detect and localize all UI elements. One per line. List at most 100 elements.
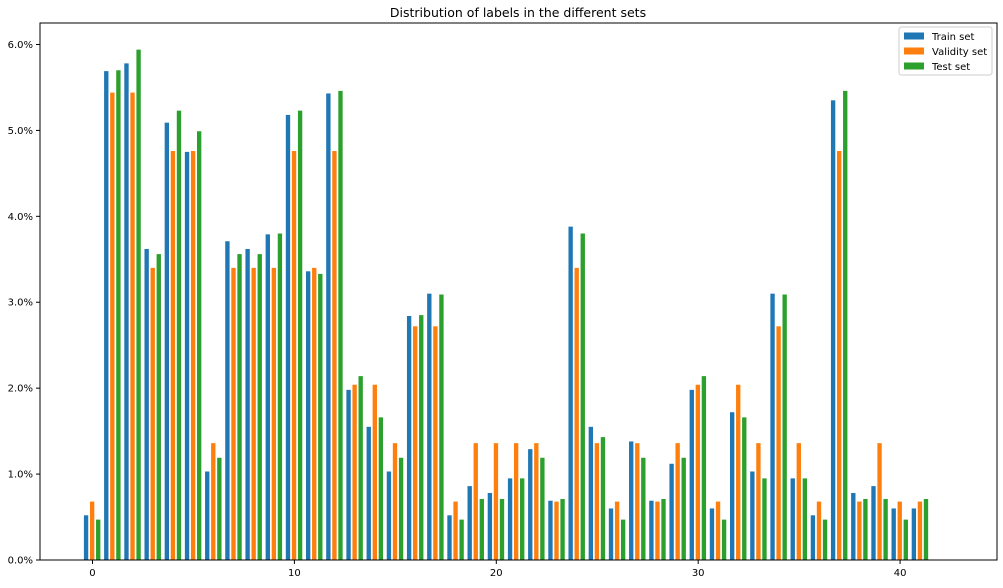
bar — [796, 443, 801, 560]
bar — [897, 501, 902, 560]
bar — [372, 384, 377, 560]
bar — [392, 443, 398, 560]
bar — [560, 499, 565, 560]
bar — [83, 515, 89, 560]
bar — [661, 499, 666, 560]
y-tick-label: 1.0% — [8, 470, 33, 481]
y-tick-label: 6.0% — [8, 40, 33, 51]
bar — [548, 500, 553, 560]
bar — [406, 315, 412, 560]
y-tick-label: 5.0% — [8, 126, 33, 137]
bar — [608, 508, 614, 560]
bar — [338, 90, 343, 560]
bar — [110, 92, 115, 560]
bar — [318, 273, 323, 560]
bar — [641, 457, 646, 560]
bar — [701, 376, 707, 560]
bar — [588, 426, 594, 560]
bar — [883, 499, 888, 560]
bar — [326, 93, 331, 560]
bar — [358, 376, 363, 560]
bar — [237, 254, 242, 560]
bar — [871, 486, 876, 560]
bar — [715, 501, 721, 560]
bar — [211, 443, 216, 560]
bar — [790, 478, 795, 560]
bar — [750, 471, 755, 560]
bar — [196, 131, 202, 560]
bar — [190, 151, 196, 560]
bar — [277, 233, 283, 560]
bar — [433, 326, 438, 560]
bar — [877, 443, 882, 560]
bar — [352, 384, 357, 560]
bar — [285, 114, 291, 561]
bar — [681, 457, 686, 560]
bar — [762, 478, 767, 560]
bar — [170, 151, 176, 560]
bar — [756, 443, 761, 560]
bar — [398, 457, 404, 560]
series-1 — [83, 63, 917, 561]
bar — [366, 426, 371, 560]
bar — [487, 492, 493, 560]
bar — [911, 508, 917, 560]
bar — [150, 267, 155, 560]
bar — [136, 49, 141, 560]
x-tick-label: 40 — [894, 568, 907, 579]
bar — [822, 519, 828, 560]
bar — [130, 92, 135, 560]
chart-title: Distribution of labels in the different … — [390, 5, 646, 20]
bar — [649, 500, 654, 560]
legend-label: Test set — [931, 62, 970, 73]
bar — [156, 254, 161, 560]
bar — [217, 457, 222, 560]
bars-layer — [83, 49, 929, 561]
bar — [770, 293, 775, 560]
bar — [620, 519, 626, 560]
bar — [520, 478, 525, 560]
bar — [164, 122, 170, 561]
bar — [378, 417, 384, 560]
bar — [176, 110, 182, 560]
bar — [635, 443, 640, 560]
bar — [689, 389, 694, 560]
bar — [513, 443, 519, 560]
bar — [291, 151, 297, 560]
bar — [695, 384, 701, 560]
series-2 — [89, 92, 923, 560]
bar — [742, 417, 747, 560]
legend-label: Train set — [931, 32, 975, 43]
bar — [184, 151, 190, 560]
legend-swatch — [904, 32, 924, 40]
legend-swatch — [904, 62, 924, 70]
bar — [306, 271, 311, 560]
bar — [312, 267, 317, 560]
bar — [257, 254, 262, 560]
x-axis: 0 10 20 30 40 — [89, 560, 906, 579]
x-tick-label: 30 — [692, 568, 705, 579]
bar — [439, 294, 444, 560]
bar — [776, 326, 781, 560]
bar — [721, 519, 727, 560]
bar — [917, 501, 923, 560]
series-3 — [96, 49, 929, 560]
bar — [891, 508, 896, 560]
bar — [386, 471, 392, 560]
plot-frame — [39, 22, 998, 561]
x-tick-label: 0 — [89, 568, 95, 579]
bar — [802, 478, 808, 560]
bar — [467, 486, 472, 560]
bar — [857, 501, 862, 560]
bar — [540, 457, 545, 560]
bar — [413, 326, 418, 560]
bar — [231, 267, 236, 560]
bar — [507, 478, 513, 560]
bar — [427, 293, 432, 560]
bar — [447, 515, 452, 560]
bar — [144, 248, 149, 560]
bar — [629, 441, 634, 560]
bar — [271, 267, 277, 560]
